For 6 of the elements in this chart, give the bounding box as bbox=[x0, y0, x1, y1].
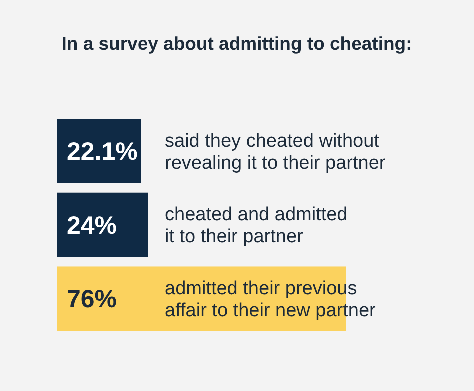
data-label: 76% bbox=[67, 286, 118, 314]
data-label: 24% bbox=[67, 212, 118, 240]
y-tick-label: said they cheated without revealing it to their partner bbox=[165, 130, 386, 174]
y-tick-label: cheated and admitted it to their partner bbox=[165, 204, 348, 248]
chart-title: In a survey about admitting to cheating: bbox=[62, 33, 412, 54]
data-label: 22.1% bbox=[67, 138, 138, 166]
